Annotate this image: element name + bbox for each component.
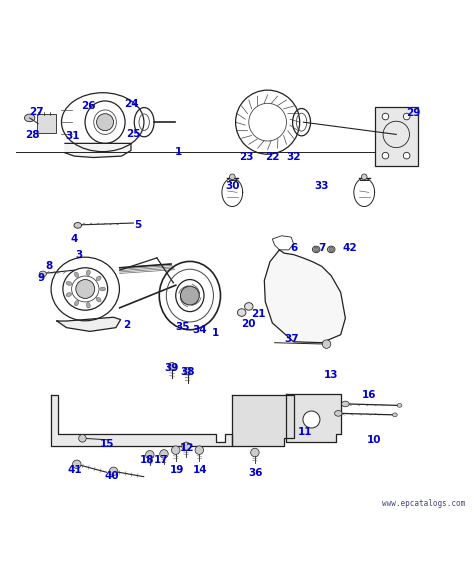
Circle shape — [403, 153, 410, 159]
Text: 40: 40 — [105, 471, 119, 481]
Text: 31: 31 — [65, 131, 79, 141]
Text: 42: 42 — [343, 242, 357, 252]
Circle shape — [182, 442, 191, 450]
FancyBboxPatch shape — [375, 107, 419, 166]
Polygon shape — [51, 394, 232, 447]
Circle shape — [172, 446, 180, 454]
Text: 11: 11 — [298, 427, 312, 437]
Circle shape — [229, 174, 235, 180]
Text: 6: 6 — [290, 242, 297, 252]
Text: 7: 7 — [318, 242, 326, 252]
Ellipse shape — [86, 302, 90, 308]
Ellipse shape — [245, 302, 253, 310]
Circle shape — [76, 279, 95, 298]
Text: 12: 12 — [180, 443, 195, 453]
Text: www.epcatalogs.com: www.epcatalogs.com — [383, 499, 465, 508]
Text: 3: 3 — [75, 250, 83, 260]
Ellipse shape — [100, 287, 106, 291]
Text: 18: 18 — [140, 454, 155, 465]
Text: 29: 29 — [407, 108, 421, 118]
Text: 20: 20 — [242, 319, 256, 329]
Ellipse shape — [392, 413, 397, 417]
Text: 4: 4 — [71, 234, 78, 244]
Text: 8: 8 — [45, 261, 52, 272]
Text: 17: 17 — [155, 454, 169, 465]
Polygon shape — [65, 144, 131, 158]
Ellipse shape — [66, 293, 72, 297]
Ellipse shape — [335, 411, 342, 416]
Ellipse shape — [25, 114, 35, 122]
Ellipse shape — [39, 271, 46, 277]
Ellipse shape — [328, 246, 335, 252]
Text: 39: 39 — [164, 362, 178, 373]
Text: 35: 35 — [175, 321, 190, 332]
Text: 13: 13 — [324, 370, 338, 380]
Circle shape — [146, 450, 154, 459]
Circle shape — [314, 247, 319, 252]
Text: 37: 37 — [284, 334, 299, 344]
Text: 10: 10 — [366, 435, 381, 445]
Circle shape — [168, 362, 176, 370]
FancyBboxPatch shape — [36, 114, 55, 133]
Text: 1: 1 — [212, 328, 219, 338]
Text: 33: 33 — [315, 181, 329, 191]
Text: 38: 38 — [180, 367, 195, 378]
Text: 1: 1 — [174, 148, 182, 157]
Circle shape — [329, 247, 334, 252]
Circle shape — [382, 113, 389, 120]
Text: 36: 36 — [248, 468, 263, 478]
Polygon shape — [57, 318, 120, 332]
Ellipse shape — [96, 297, 101, 302]
Circle shape — [195, 446, 203, 454]
Circle shape — [79, 435, 86, 442]
Text: 25: 25 — [126, 130, 141, 140]
Ellipse shape — [86, 270, 90, 275]
Text: 28: 28 — [25, 130, 39, 140]
Polygon shape — [232, 394, 293, 447]
Circle shape — [73, 460, 81, 468]
Circle shape — [251, 448, 259, 457]
Polygon shape — [264, 250, 346, 343]
Text: 21: 21 — [251, 310, 265, 319]
Text: 34: 34 — [192, 325, 207, 335]
Circle shape — [382, 153, 389, 159]
Text: 23: 23 — [239, 152, 254, 162]
Ellipse shape — [237, 309, 246, 316]
Text: 5: 5 — [135, 220, 142, 230]
Circle shape — [160, 450, 168, 458]
Circle shape — [303, 411, 320, 428]
Ellipse shape — [74, 272, 79, 277]
Ellipse shape — [74, 223, 82, 228]
Circle shape — [181, 286, 199, 305]
Text: 2: 2 — [123, 320, 130, 330]
Text: 30: 30 — [225, 181, 239, 191]
Circle shape — [322, 340, 331, 348]
Circle shape — [403, 113, 410, 120]
Text: 16: 16 — [362, 389, 376, 399]
Text: 9: 9 — [38, 273, 45, 283]
Ellipse shape — [312, 246, 320, 252]
Ellipse shape — [342, 401, 349, 407]
Ellipse shape — [66, 281, 72, 286]
Circle shape — [109, 467, 118, 476]
Text: 41: 41 — [67, 465, 82, 475]
Circle shape — [97, 114, 114, 131]
Text: 15: 15 — [100, 439, 115, 449]
Text: 22: 22 — [265, 152, 280, 162]
Text: 19: 19 — [170, 465, 184, 475]
Ellipse shape — [96, 276, 101, 280]
Text: 24: 24 — [124, 99, 138, 109]
Ellipse shape — [397, 403, 402, 407]
Text: 14: 14 — [193, 465, 208, 475]
Polygon shape — [286, 394, 341, 442]
Text: 26: 26 — [82, 101, 96, 111]
Text: 32: 32 — [286, 152, 301, 162]
Ellipse shape — [74, 301, 79, 306]
Circle shape — [184, 367, 191, 375]
Circle shape — [361, 174, 367, 180]
Text: 27: 27 — [29, 107, 44, 117]
